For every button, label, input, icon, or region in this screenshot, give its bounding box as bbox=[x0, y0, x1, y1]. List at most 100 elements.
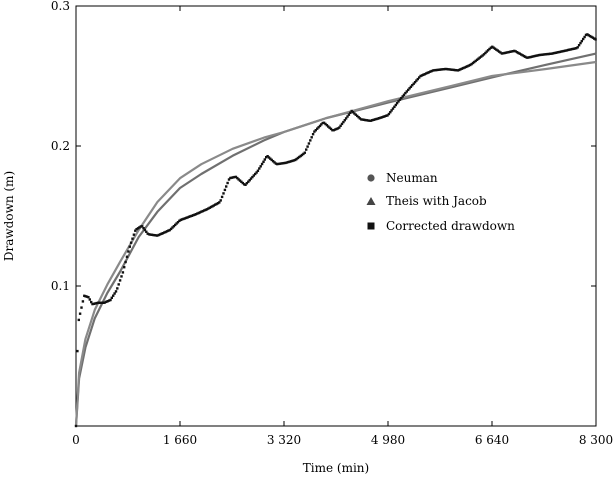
data-point bbox=[118, 279, 122, 282]
data-point bbox=[367, 119, 370, 122]
data-point bbox=[262, 160, 265, 163]
data-point bbox=[331, 129, 334, 132]
data-point bbox=[120, 275, 123, 278]
data-point bbox=[591, 36, 595, 39]
data-point bbox=[580, 39, 583, 43]
data-point bbox=[237, 178, 240, 181]
data-point bbox=[379, 116, 382, 119]
data-point bbox=[584, 33, 588, 37]
series-dots-corrected-drawdown bbox=[74, 33, 597, 428]
data-point bbox=[338, 126, 341, 129]
data-point bbox=[254, 172, 257, 176]
legend-label-theis-jacob: Theis with Jacob bbox=[386, 194, 487, 208]
data-point bbox=[285, 161, 289, 164]
data-point bbox=[391, 107, 395, 110]
data-point bbox=[495, 48, 498, 51]
data-point bbox=[401, 95, 404, 98]
data-point bbox=[571, 47, 574, 51]
data-point bbox=[248, 179, 251, 182]
data-point bbox=[98, 301, 101, 304]
data-point bbox=[252, 174, 255, 177]
data-point bbox=[194, 213, 198, 216]
data-point bbox=[172, 225, 176, 228]
data-point bbox=[548, 52, 552, 55]
data-point bbox=[466, 65, 469, 68]
data-point bbox=[260, 162, 264, 166]
data-point bbox=[149, 233, 152, 236]
data-point bbox=[452, 68, 455, 72]
legend-marker-theis-jacob bbox=[366, 197, 376, 205]
data-point bbox=[424, 72, 428, 75]
data-point bbox=[513, 49, 516, 53]
data-point bbox=[562, 49, 566, 53]
data-point bbox=[415, 79, 418, 82]
data-point bbox=[488, 47, 491, 51]
data-point bbox=[407, 88, 410, 92]
data-point bbox=[339, 124, 342, 127]
data-point bbox=[590, 35, 593, 39]
data-point bbox=[305, 148, 308, 151]
data-point bbox=[573, 47, 577, 50]
data-point bbox=[440, 68, 443, 71]
data-point bbox=[112, 294, 115, 297]
data-point bbox=[409, 85, 413, 88]
data-point bbox=[346, 115, 349, 118]
data-point bbox=[582, 37, 585, 41]
data-point bbox=[566, 48, 570, 52]
data-point bbox=[464, 65, 468, 69]
data-point bbox=[506, 51, 509, 54]
data-point bbox=[291, 159, 294, 163]
data-point bbox=[106, 300, 109, 303]
data-point bbox=[160, 232, 163, 235]
data-point bbox=[491, 45, 494, 48]
data-point bbox=[354, 113, 357, 116]
data-point bbox=[277, 162, 280, 166]
data-point bbox=[535, 54, 538, 57]
legend-label-corrected-drawdown: Corrected drawdown bbox=[386, 219, 515, 233]
data-point bbox=[456, 69, 459, 72]
data-point bbox=[135, 228, 138, 231]
data-point bbox=[147, 233, 151, 236]
y-tick-label: 0.2 bbox=[51, 139, 70, 153]
data-point bbox=[547, 52, 550, 56]
data-point bbox=[350, 109, 353, 113]
data-point bbox=[418, 76, 421, 79]
data-point bbox=[369, 119, 373, 122]
data-point bbox=[383, 115, 386, 118]
data-point bbox=[474, 59, 477, 63]
data-point bbox=[139, 225, 142, 228]
data-point bbox=[102, 301, 105, 304]
data-point bbox=[347, 113, 351, 116]
data-point bbox=[288, 160, 291, 163]
data-point bbox=[469, 63, 472, 67]
data-point bbox=[247, 180, 250, 183]
data-point bbox=[332, 129, 335, 132]
data-point bbox=[390, 109, 393, 112]
data-point bbox=[507, 50, 510, 54]
data-point bbox=[197, 211, 200, 215]
data-point bbox=[480, 55, 483, 58]
data-point bbox=[222, 192, 225, 195]
data-point bbox=[124, 260, 127, 264]
data-point bbox=[251, 175, 254, 179]
data-point bbox=[220, 195, 224, 199]
data-point bbox=[83, 294, 86, 297]
data-point bbox=[78, 312, 82, 315]
data-point bbox=[444, 67, 447, 71]
data-point bbox=[387, 112, 391, 116]
data-point bbox=[400, 96, 403, 100]
legend: Neuman Theis with Jacob Corrected drawdo… bbox=[366, 171, 515, 233]
data-point bbox=[386, 114, 389, 117]
data-point bbox=[593, 37, 596, 40]
data-point bbox=[198, 211, 202, 214]
x-tick-label: 0 bbox=[72, 433, 80, 447]
legend-marker-neuman bbox=[367, 174, 375, 182]
data-point bbox=[493, 47, 497, 50]
data-point bbox=[307, 142, 311, 145]
data-point bbox=[360, 118, 363, 121]
data-point bbox=[214, 203, 217, 206]
y-axis-ticks: 0.1 0.2 0.3 bbox=[51, 0, 596, 293]
data-point bbox=[594, 38, 597, 41]
data-point bbox=[114, 290, 118, 293]
data-point bbox=[164, 230, 167, 234]
